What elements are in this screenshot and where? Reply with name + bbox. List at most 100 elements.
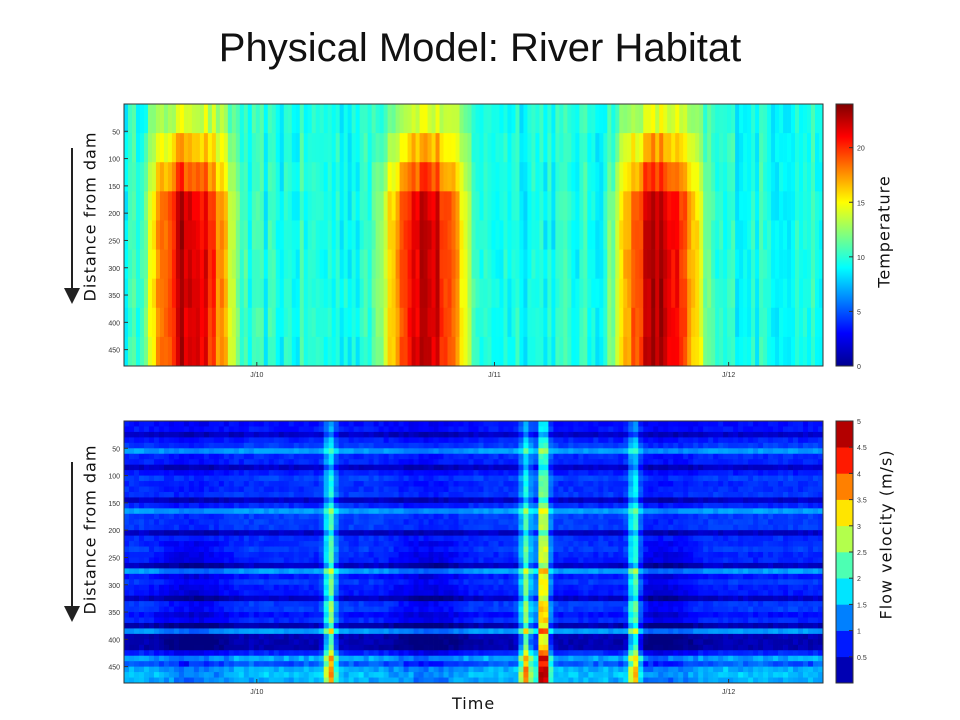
heatmap-cell (719, 307, 724, 338)
heatmap-cell (539, 336, 544, 366)
heatmap-cell (271, 249, 277, 280)
heatmap-cell (368, 437, 375, 444)
heatmap-cell (373, 595, 380, 602)
heatmap-cell (413, 639, 419, 646)
heatmap-cell (433, 519, 439, 526)
heatmap-cell (811, 336, 816, 366)
heatmap-cell (293, 573, 300, 580)
heatmap-cell (443, 530, 449, 537)
heatmap-cell (455, 162, 460, 192)
heatmap-cell (308, 475, 315, 482)
heatmap-cell (348, 628, 355, 635)
heatmap-cell (373, 442, 380, 449)
heatmap-cell (183, 431, 190, 438)
heatmap-cell (423, 546, 429, 553)
heatmap-cell (203, 453, 210, 460)
heatmap-cell (208, 513, 215, 520)
heatmap-cell (313, 601, 320, 607)
heatmap-cell (415, 162, 420, 192)
heatmap-cell (168, 448, 175, 455)
heatmap-cell (239, 220, 245, 250)
heatmap-cell (338, 448, 345, 455)
heatmap-cell (175, 133, 181, 163)
heatmap-cell (368, 535, 375, 542)
heatmap-cell (315, 104, 321, 134)
heatmap-cell (163, 552, 170, 558)
heatmap-cell (131, 249, 137, 280)
heatmap-cell (473, 502, 479, 509)
heatmap-cell (275, 336, 281, 366)
heatmap-cell (743, 220, 748, 250)
heatmap-cell (779, 162, 784, 192)
heatmap-cell (203, 650, 210, 657)
heatmap-cell (799, 336, 804, 366)
heatmap-cell (473, 524, 479, 531)
heatmap-cell (803, 278, 808, 309)
heatmap-cell (128, 481, 135, 487)
heatmap-cell (139, 307, 145, 338)
heatmap-cell (283, 491, 290, 498)
heatmap-cell (583, 133, 588, 163)
heatmap-cell (363, 535, 370, 542)
heatmap-cell (403, 557, 409, 564)
heatmap-cell (368, 552, 375, 558)
heatmap-cell (599, 336, 604, 366)
heatmap-cell (153, 601, 160, 607)
heatmap-cell (333, 541, 340, 547)
heatmap-cell (418, 475, 424, 482)
heatmap-cell (418, 579, 424, 586)
heatmap-cell (238, 661, 245, 668)
heatmap-cell (173, 421, 180, 427)
heatmap-cell (211, 162, 217, 192)
heatmap-cell (403, 519, 409, 526)
heatmap-cell (227, 278, 233, 309)
heatmap-cell (133, 661, 140, 668)
heatmap-cell (293, 622, 300, 629)
heatmap-cell (133, 513, 140, 520)
heatmap-cell (124, 672, 130, 678)
heatmap-cell (128, 502, 135, 509)
heatmap-cell (348, 442, 355, 449)
heatmap-cell (203, 481, 210, 487)
heatmap-cell (251, 249, 257, 280)
heatmap-cell (433, 448, 439, 455)
heatmap-cell (323, 661, 330, 668)
heatmap-cell (443, 633, 449, 640)
heatmap-cell (288, 459, 295, 466)
heatmap-cell (328, 622, 335, 629)
heatmap-cell (353, 573, 360, 580)
heatmap-cell (433, 475, 439, 482)
heatmap-cell (331, 104, 337, 134)
heatmap-cell (547, 336, 552, 366)
heatmap-cell (368, 573, 375, 580)
heatmap-cell (398, 552, 404, 558)
heatmap-cell (173, 666, 180, 673)
heatmap-cell (378, 519, 385, 526)
heatmap-cell (298, 622, 305, 629)
heatmap-cell (523, 278, 528, 309)
heatmap-cell (333, 426, 340, 433)
heatmap-cell (258, 672, 265, 678)
heatmap-cell (368, 502, 375, 509)
heatmap-cell (255, 278, 261, 309)
heatmap-cell (133, 562, 140, 569)
heatmap-cell (318, 661, 325, 668)
heatmap-cell (403, 491, 409, 498)
heatmap-cell (198, 628, 205, 635)
heatmap-cell (223, 552, 230, 558)
heatmap-cell (218, 617, 225, 624)
heatmap-cell (467, 220, 472, 250)
heatmap-cell (153, 590, 160, 597)
heatmap-cell (323, 524, 330, 531)
heatmap-cell (179, 104, 185, 134)
heatmap-cell (188, 481, 195, 487)
heatmap-cell (328, 601, 335, 607)
heatmap-cell (203, 307, 209, 338)
heatmap-cell (328, 437, 335, 444)
heatmap-cell (183, 513, 190, 520)
heatmap-cell (208, 557, 215, 564)
heatmap-cell (403, 513, 409, 520)
heatmap-cell (299, 133, 305, 163)
heatmap-cell (347, 133, 353, 163)
heatmap-cell (691, 191, 696, 221)
